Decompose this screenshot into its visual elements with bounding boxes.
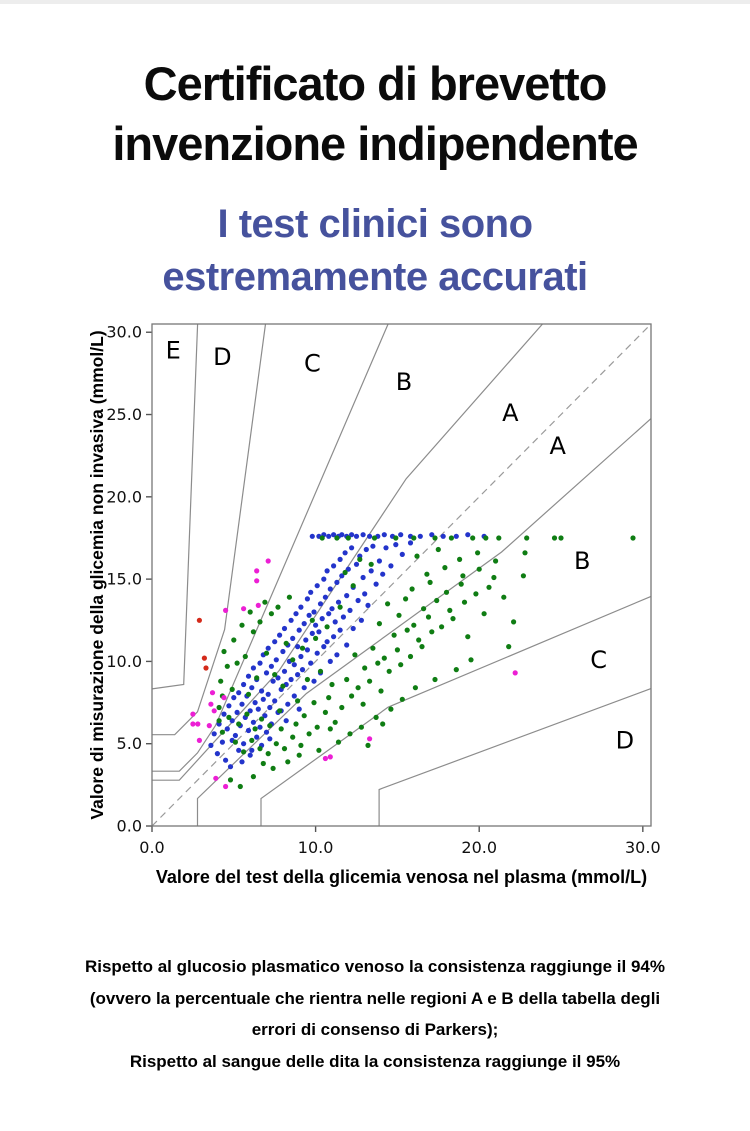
consensus-error-grid-chart: E D C B A A B C D 0.0 10.0 20.0 30.0 0.0 5.0 10.0 15.0 20… — [0, 316, 750, 891]
svg-text:30.0: 30.0 — [625, 838, 661, 857]
page-title: Certificato di brevetto invenzione indipe… — [0, 54, 750, 174]
top-strip — [0, 0, 750, 4]
title-line2: invenzione indipendente — [112, 117, 638, 170]
svg-text:20.0: 20.0 — [461, 838, 497, 857]
svg-text:10.0: 10.0 — [298, 838, 334, 857]
footer-text: Rispetto al glucosio plasmatico venoso l… — [0, 951, 750, 1077]
promo-sheet: Certificato di brevetto invenzione indipe… — [0, 0, 750, 1077]
svg-text:5.0: 5.0 — [117, 734, 142, 753]
footer-line-2: (ovvero la percentuale che rientra nelle… — [89, 988, 661, 1008]
svg-text:B: B — [396, 368, 412, 396]
svg-text:E: E — [166, 337, 181, 365]
svg-text:C: C — [304, 350, 321, 378]
svg-text:A: A — [550, 432, 567, 460]
title-line1: Certificato di brevetto — [143, 57, 608, 110]
svg-text:D: D — [213, 343, 231, 371]
error-grid-svg: E D C B A A B C D 0.0 10.0 20.0 30.0 0.0 5.0 10.0 15.0 20… — [87, 323, 661, 887]
svg-text:25.0: 25.0 — [106, 405, 142, 424]
svg-text:C: C — [590, 646, 607, 674]
subtitle-line1: I test clinici sono — [217, 202, 533, 246]
svg-text:A: A — [502, 399, 519, 427]
svg-text:30.0: 30.0 — [106, 323, 142, 342]
footer-line-3: errori di consenso di Parkers); — [251, 1020, 499, 1039]
footer-line-1: Rispetto al glucosio plasmatico venoso l… — [84, 957, 666, 976]
subtitle-line2: estremamente accurati — [162, 255, 588, 299]
svg-text:20.0: 20.0 — [106, 487, 142, 506]
svg-text:0.0: 0.0 — [117, 817, 142, 836]
page-subtitle: I test clinici sono estremamente accurati — [0, 198, 750, 304]
svg-text:15.0: 15.0 — [106, 570, 142, 589]
svg-text:Valore di misurazione della gl: Valore di misurazione della glicemia non… — [87, 330, 107, 819]
svg-text:Valore del test della glicemia: Valore del test della glicemia venosa ne… — [156, 867, 647, 887]
footer-line-4: Rispetto al sangue delle dita la consist… — [129, 1051, 621, 1071]
svg-text:0.0: 0.0 — [139, 838, 164, 857]
svg-text:D: D — [616, 727, 634, 755]
svg-text:10.0: 10.0 — [106, 652, 142, 671]
svg-text:B: B — [574, 547, 590, 575]
